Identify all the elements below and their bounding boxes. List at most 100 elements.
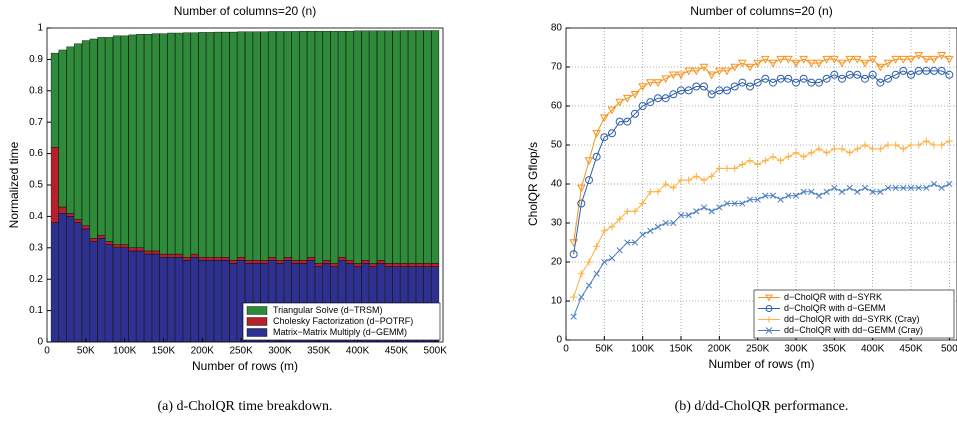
y-tick-label: 10 [551, 296, 563, 307]
marker [845, 55, 855, 64]
bar-segment [58, 213, 67, 343]
marker [808, 188, 815, 195]
marker [745, 63, 755, 72]
marker [846, 149, 854, 157]
marker [776, 55, 786, 64]
legend-swatch [246, 317, 268, 326]
bar-segment [120, 244, 129, 249]
marker [807, 149, 815, 157]
bar-segment [167, 257, 176, 343]
bar-segment [89, 241, 98, 343]
marker [676, 71, 686, 80]
marker [753, 78, 762, 87]
marker [915, 141, 923, 149]
marker [831, 184, 838, 192]
x-tick-label: 250K [746, 344, 770, 355]
bar-segment [260, 31, 269, 261]
marker [938, 184, 945, 192]
marker [876, 145, 884, 153]
marker [700, 204, 708, 211]
bar-segment [307, 30, 315, 258]
bar-segment [276, 31, 284, 261]
bar-segment [392, 263, 401, 267]
caption: (a) d-CholQR time breakdown. [158, 399, 333, 414]
marker [638, 83, 648, 92]
bar-segment [361, 30, 370, 261]
marker [930, 66, 938, 75]
bar-segment [431, 263, 440, 267]
y-tick-label: 0.5 [29, 180, 43, 191]
marker [624, 239, 631, 246]
marker [929, 55, 939, 64]
y-tick-label: 60 [551, 101, 563, 112]
bar-segment [81, 228, 90, 343]
marker [768, 59, 778, 68]
marker [677, 212, 685, 219]
marker [722, 67, 732, 76]
bar-segment [120, 35, 129, 245]
bar-segment [89, 38, 98, 239]
marker [907, 141, 915, 149]
marker [853, 70, 862, 79]
marker [738, 78, 747, 87]
bar-segment [112, 35, 121, 245]
bar-segment [81, 225, 90, 230]
bar-segment [330, 263, 339, 267]
marker [892, 141, 900, 149]
bar-segment [89, 238, 98, 242]
bar-segment [423, 263, 432, 267]
bar-segment [136, 250, 145, 343]
legend-marker [765, 327, 773, 334]
bar-segment [128, 250, 137, 343]
marker [631, 207, 639, 215]
bar-segment [268, 31, 277, 258]
marker [776, 74, 785, 83]
marker [769, 192, 777, 199]
marker [875, 63, 885, 72]
bar-segment [392, 30, 401, 264]
bar-segment [268, 257, 277, 261]
legend-swatch [246, 328, 268, 337]
legend-label: dd−CholQR with dd−SYRK (Cray) [784, 314, 920, 324]
marker [723, 200, 731, 207]
bar-segment [58, 49, 67, 208]
bar-segment [151, 250, 160, 255]
marker [653, 79, 663, 88]
marker [639, 200, 647, 207]
marker [761, 157, 769, 165]
bar-segment [431, 30, 440, 264]
marker [662, 219, 669, 227]
y-tick-label: 0.4 [29, 211, 43, 222]
marker [577, 270, 585, 278]
marker [669, 90, 678, 99]
bar-segment [50, 222, 59, 343]
marker [616, 215, 624, 223]
marker [922, 66, 931, 75]
legend-label: Triangular Solve (d−TRSM) [273, 305, 382, 315]
bar-segment [408, 263, 416, 267]
x-tick-label: 500 [941, 344, 957, 355]
marker [945, 70, 954, 79]
x-tick-label: 300K [784, 344, 808, 355]
marker [822, 55, 832, 64]
legend-label: d−CholQR with d−SYRK [784, 292, 882, 302]
marker [578, 293, 585, 301]
marker [861, 184, 869, 192]
marker [800, 188, 807, 195]
marker [654, 94, 662, 103]
bar-segment [128, 34, 137, 248]
bar-segment [244, 31, 253, 261]
marker [806, 59, 816, 68]
bar-segment [190, 253, 199, 258]
marker [815, 192, 823, 199]
marker [868, 55, 878, 64]
legend-box [242, 302, 441, 341]
marker [907, 70, 915, 79]
bar-segment [260, 260, 269, 264]
marker [914, 66, 923, 75]
marker [762, 192, 769, 199]
marker [647, 227, 654, 234]
bar-segment [221, 257, 230, 261]
marker [854, 188, 861, 195]
